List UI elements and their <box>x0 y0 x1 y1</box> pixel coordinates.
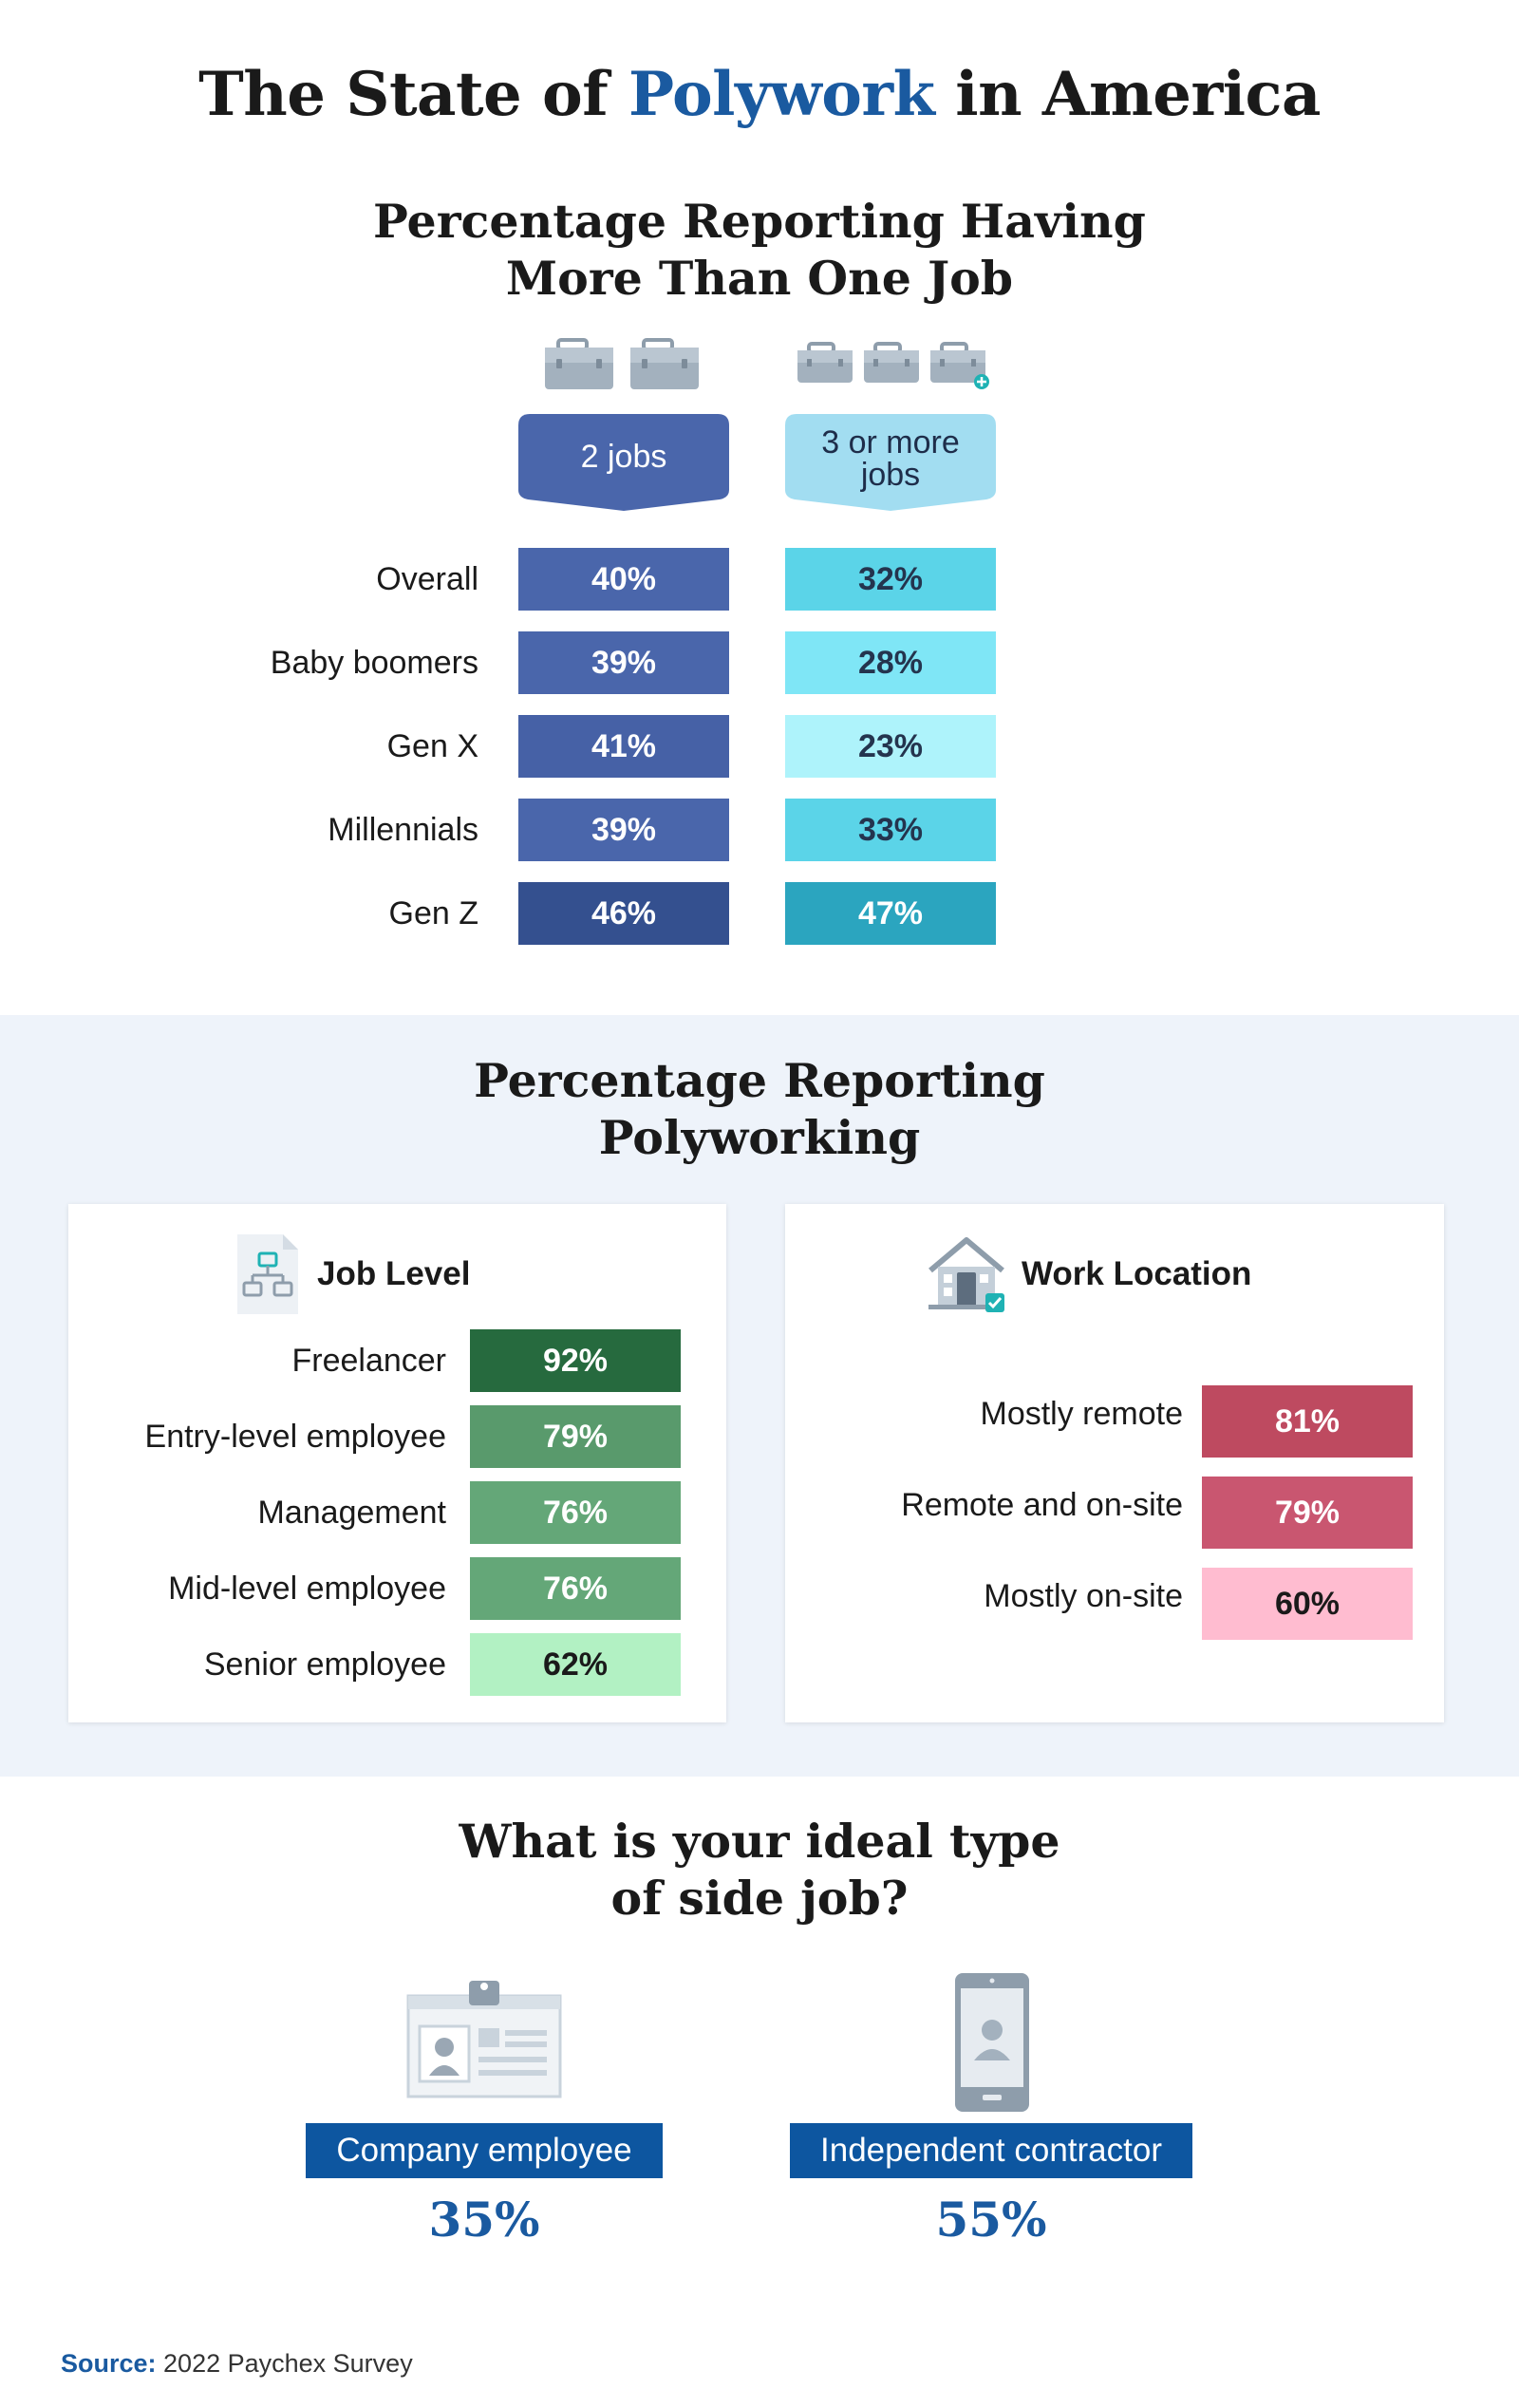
work-location-label-mostly-on-site: Mostly on-site <box>984 1578 1183 1614</box>
row-label-gen-x: Gen X <box>386 728 478 764</box>
job-level-bar-management: 76% <box>470 1481 681 1544</box>
work-location-bar-mostly-remote: 81% <box>1202 1385 1413 1458</box>
section1-title: Percentage Reporting Having More Than On… <box>0 193 1519 307</box>
work-location-label-mostly-remote: Mostly remote <box>980 1396 1184 1432</box>
job-level-label-mid-level-employee: Mid-level employee <box>168 1571 446 1607</box>
id-badge-icon <box>406 1981 562 2098</box>
bar-2-jobs-gen-x: 41% <box>518 715 729 778</box>
bar-3-or-more-jobs-overall: 32% <box>785 548 996 611</box>
source-text: 2022 Paychex Survey <box>156 2349 413 2378</box>
smartphone-user-icon <box>955 1973 1029 2112</box>
bar-2-jobs-overall: 40% <box>518 548 729 611</box>
job-level-heading: Job Level <box>317 1255 471 1292</box>
section2-title-line2: Polyworking <box>598 1110 921 1165</box>
briefcase-icon-1 <box>545 338 613 389</box>
briefcase-plus-icon <box>797 342 989 389</box>
tag-3-jobs: 3 or more jobs <box>785 414 996 503</box>
bar-2-jobs-gen-z: 46% <box>518 882 729 945</box>
tag-3-jobs-line2: jobs <box>860 457 921 493</box>
briefcase-icon-2 <box>630 338 699 389</box>
bar-2-jobs-millennials: 39% <box>518 799 729 861</box>
option-company-employee: Company employee <box>306 2123 663 2178</box>
work-location-label-remote-and-on-site: Remote and on-site <box>901 1487 1183 1523</box>
source-label: Source: <box>61 2349 157 2378</box>
job-level-label-senior-employee: Senior employee <box>203 1646 446 1683</box>
section2-title: Percentage Reporting Polyworking <box>0 1052 1519 1166</box>
title-accent: Polywork <box>628 59 935 130</box>
job-level-bar-entry-level-employee: 79% <box>470 1405 681 1468</box>
option-independent-contractor-value: 55% <box>935 2192 1047 2248</box>
tag-3-jobs-shape <box>785 414 996 511</box>
section1-title-line1: Percentage Reporting Having <box>373 194 1146 249</box>
source-note: Source: 2022 Paychex Survey <box>61 2349 413 2379</box>
page-title: The State of Polywork in America <box>0 59 1519 130</box>
bar-2-jobs-baby-boomers: 39% <box>518 631 729 694</box>
tag-3-jobs-line1: 3 or more <box>821 424 960 461</box>
title-suffix: in America <box>934 59 1321 130</box>
section2-title-line1: Percentage Reporting <box>474 1053 1045 1108</box>
title-prefix: The State of <box>198 59 629 130</box>
bar-3-or-more-jobs-gen-x: 23% <box>785 715 996 778</box>
section3-title-line2: of side job? <box>610 1871 909 1926</box>
section1-title-line2: More Than One Job <box>505 251 1014 306</box>
tag-2-jobs-shape <box>518 414 729 511</box>
row-label-baby-boomers: Baby boomers <box>270 645 478 681</box>
job-level-bar-senior-employee: 62% <box>470 1633 681 1696</box>
job-level-bar-mid-level-employee: 76% <box>470 1557 681 1620</box>
job-level-bar-freelancer: 92% <box>470 1329 681 1392</box>
bar-3-or-more-jobs-gen-z: 47% <box>785 882 996 945</box>
job-level-label-management: Management <box>257 1495 446 1531</box>
job-level-label-freelancer: Freelancer <box>291 1343 446 1379</box>
work-location-heading: Work Location <box>1022 1255 1252 1292</box>
row-label-gen-z: Gen Z <box>388 895 478 931</box>
section3-title-line1: What is your ideal type <box>459 1814 1060 1869</box>
work-location-bar-remote-and-on-site: 79% <box>1202 1477 1413 1549</box>
house-check-icon <box>928 1237 1004 1312</box>
bar-3-or-more-jobs-millennials: 33% <box>785 799 996 861</box>
job-level-label-entry-level-employee: Entry-level employee <box>144 1419 446 1455</box>
option-independent-contractor: Independent contractor <box>790 2123 1192 2178</box>
bar-3-or-more-jobs-baby-boomers: 28% <box>785 631 996 694</box>
org-chart-document-icon <box>237 1234 298 1314</box>
briefcase-icon <box>545 338 699 389</box>
work-location-bar-mostly-on-site: 60% <box>1202 1568 1413 1640</box>
row-label-millennials: Millennials <box>328 812 478 848</box>
row-label-overall: Overall <box>376 561 478 597</box>
tag-2-jobs: 2 jobs <box>580 439 667 475</box>
option-company-employee-value: 35% <box>428 2192 540 2248</box>
section3-title: What is your ideal type of side job? <box>0 1813 1519 1927</box>
